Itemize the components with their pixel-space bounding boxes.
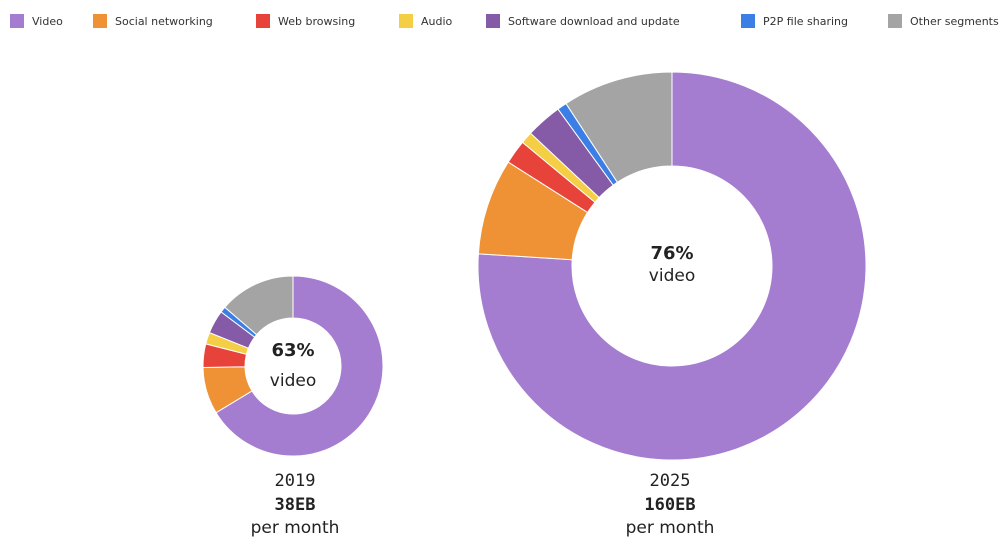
legend-item-web-browsing: Web browsing <box>256 14 355 28</box>
center-label-2019: 63% <box>271 340 314 361</box>
legend-label-p2p: P2P file sharing <box>763 14 848 28</box>
legend-label-other-segments: Other segments <box>910 14 999 28</box>
legend-swatch-other-segments <box>888 14 902 28</box>
legend-item-p2p: P2P file sharing <box>741 14 848 28</box>
donut-2019 <box>202 275 384 457</box>
center-sublabel-2025: video <box>649 266 695 286</box>
slice-2019-video <box>215 275 384 457</box>
unit-label-2019: per month <box>251 518 340 538</box>
legend-item-video: Video <box>10 14 63 28</box>
legend-swatch-web-browsing <box>256 14 270 28</box>
legend-label-web-browsing: Web browsing <box>278 14 356 28</box>
center-label-2025: 76% <box>650 243 693 264</box>
unit-label-2025: per month <box>626 518 715 538</box>
legend-item-audio: Audio <box>399 14 452 28</box>
legend-swatch-p2p <box>741 14 755 28</box>
total-label-2019: 38EB <box>275 495 316 515</box>
legend-label-audio: Audio <box>421 14 453 28</box>
year-label-2025: 2025 <box>650 471 691 491</box>
legend-label-social-networking: Social networking <box>115 14 213 28</box>
year-label-2019: 2019 <box>275 471 316 491</box>
legend-item-social-networking: Social networking <box>93 14 213 28</box>
slice-2025-other-segments <box>565 71 673 183</box>
legend-label-software-download: Software download and update <box>508 14 680 28</box>
slice-2019-other-segments <box>224 275 294 336</box>
donut-2025 <box>477 71 867 461</box>
legend-swatch-software-download <box>486 14 500 28</box>
legend-swatch-social-networking <box>93 14 107 28</box>
legend-label-video: Video <box>32 14 63 28</box>
total-label-2025: 160EB <box>644 495 695 515</box>
legend-item-software-download: Software download and update <box>486 14 680 28</box>
legend-item-other-segments: Other segments <box>888 14 999 28</box>
legend-swatch-video <box>10 14 24 28</box>
legend: Video Social networking Web browsing Aud… <box>10 10 1000 34</box>
legend-swatch-audio <box>399 14 413 28</box>
slice-2025-video <box>477 71 867 461</box>
center-sublabel-2019: video <box>270 371 316 391</box>
